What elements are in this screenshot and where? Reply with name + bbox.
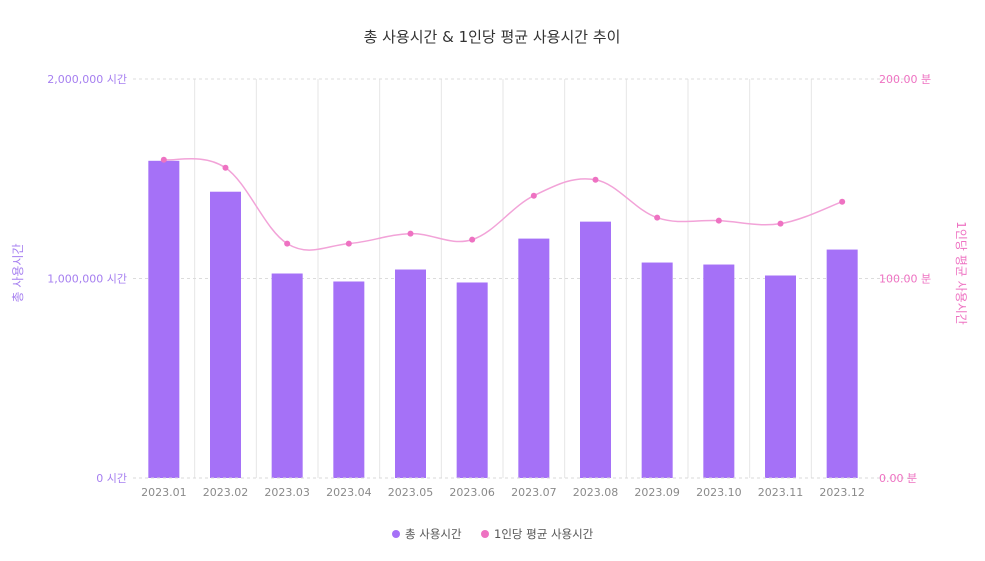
line-point <box>345 240 352 247</box>
x-tick-label: 2023.10 <box>696 486 742 499</box>
bar <box>395 269 426 478</box>
y-right-tick-label: 200.00 분 <box>879 73 931 86</box>
axes: 0 시간 1,000,000 시간 2,000,000 시간 0.00 분 100.00… <box>47 73 931 499</box>
x-tick-label: 2023.02 <box>203 486 249 499</box>
legend-label-average: 1인당 평균 사용시간 <box>494 527 594 541</box>
bar <box>456 282 488 478</box>
line-point <box>222 164 229 171</box>
x-tick-label: 2023.06 <box>449 486 495 499</box>
bar <box>826 249 858 478</box>
line-point <box>407 230 414 237</box>
y-left-tick-label: 2,000,000 시간 <box>47 73 127 86</box>
legend-marker-average <box>481 530 489 538</box>
line-point <box>654 214 661 221</box>
legend-label-total: 총 사용시간 <box>405 527 462 541</box>
x-tick-label: 2023.05 <box>388 486 434 499</box>
bar <box>271 273 303 478</box>
line-point <box>284 240 291 247</box>
y-right-tick-label: 0.00 분 <box>879 472 917 485</box>
bar <box>210 191 241 478</box>
y-axis-right-title: 1인당 평균 사용시간 <box>954 221 968 325</box>
y-axis-left-title: 총 사용시간 <box>11 243 25 302</box>
x-tick-label: 2023.04 <box>326 486 372 499</box>
x-tick-label: 2023.01 <box>141 486 187 499</box>
x-tick-label: 2023.03 <box>264 486 310 499</box>
legend: 총 사용시간 1인당 평균 사용시간 <box>392 527 594 541</box>
x-tick-label: 2023.09 <box>634 486 680 499</box>
x-tick-label: 2023.07 <box>511 486 557 499</box>
line-point <box>160 156 167 163</box>
legend-item-total[interactable]: 총 사용시간 <box>392 527 462 541</box>
bar <box>580 221 611 478</box>
line-point <box>469 236 476 243</box>
y-left-tick-label: 1,000,000 시간 <box>47 273 127 286</box>
bar <box>765 275 796 478</box>
legend-item-average[interactable]: 1인당 평균 사용시간 <box>481 527 594 541</box>
line-point <box>592 176 599 183</box>
bar <box>641 262 673 478</box>
bar-series <box>148 160 858 479</box>
legend-marker-total <box>392 530 400 538</box>
line-point <box>777 220 784 227</box>
chart-title: 총 사용시간 & 1인당 평균 사용시간 추이 <box>364 28 621 46</box>
line-point <box>530 192 537 199</box>
bar <box>333 281 365 478</box>
line-series <box>160 156 846 251</box>
y-right-tick-label: 100.00 분 <box>879 273 931 286</box>
x-tick-label: 2023.12 <box>819 486 865 499</box>
bar <box>518 238 550 478</box>
bar <box>148 160 180 479</box>
line-point <box>715 217 722 224</box>
y-left-tick-label: 0 시간 <box>96 472 127 485</box>
x-tick-label: 2023.08 <box>573 486 619 499</box>
line-point <box>839 198 846 205</box>
bar <box>703 264 735 478</box>
x-tick-label: 2023.11 <box>758 486 804 499</box>
